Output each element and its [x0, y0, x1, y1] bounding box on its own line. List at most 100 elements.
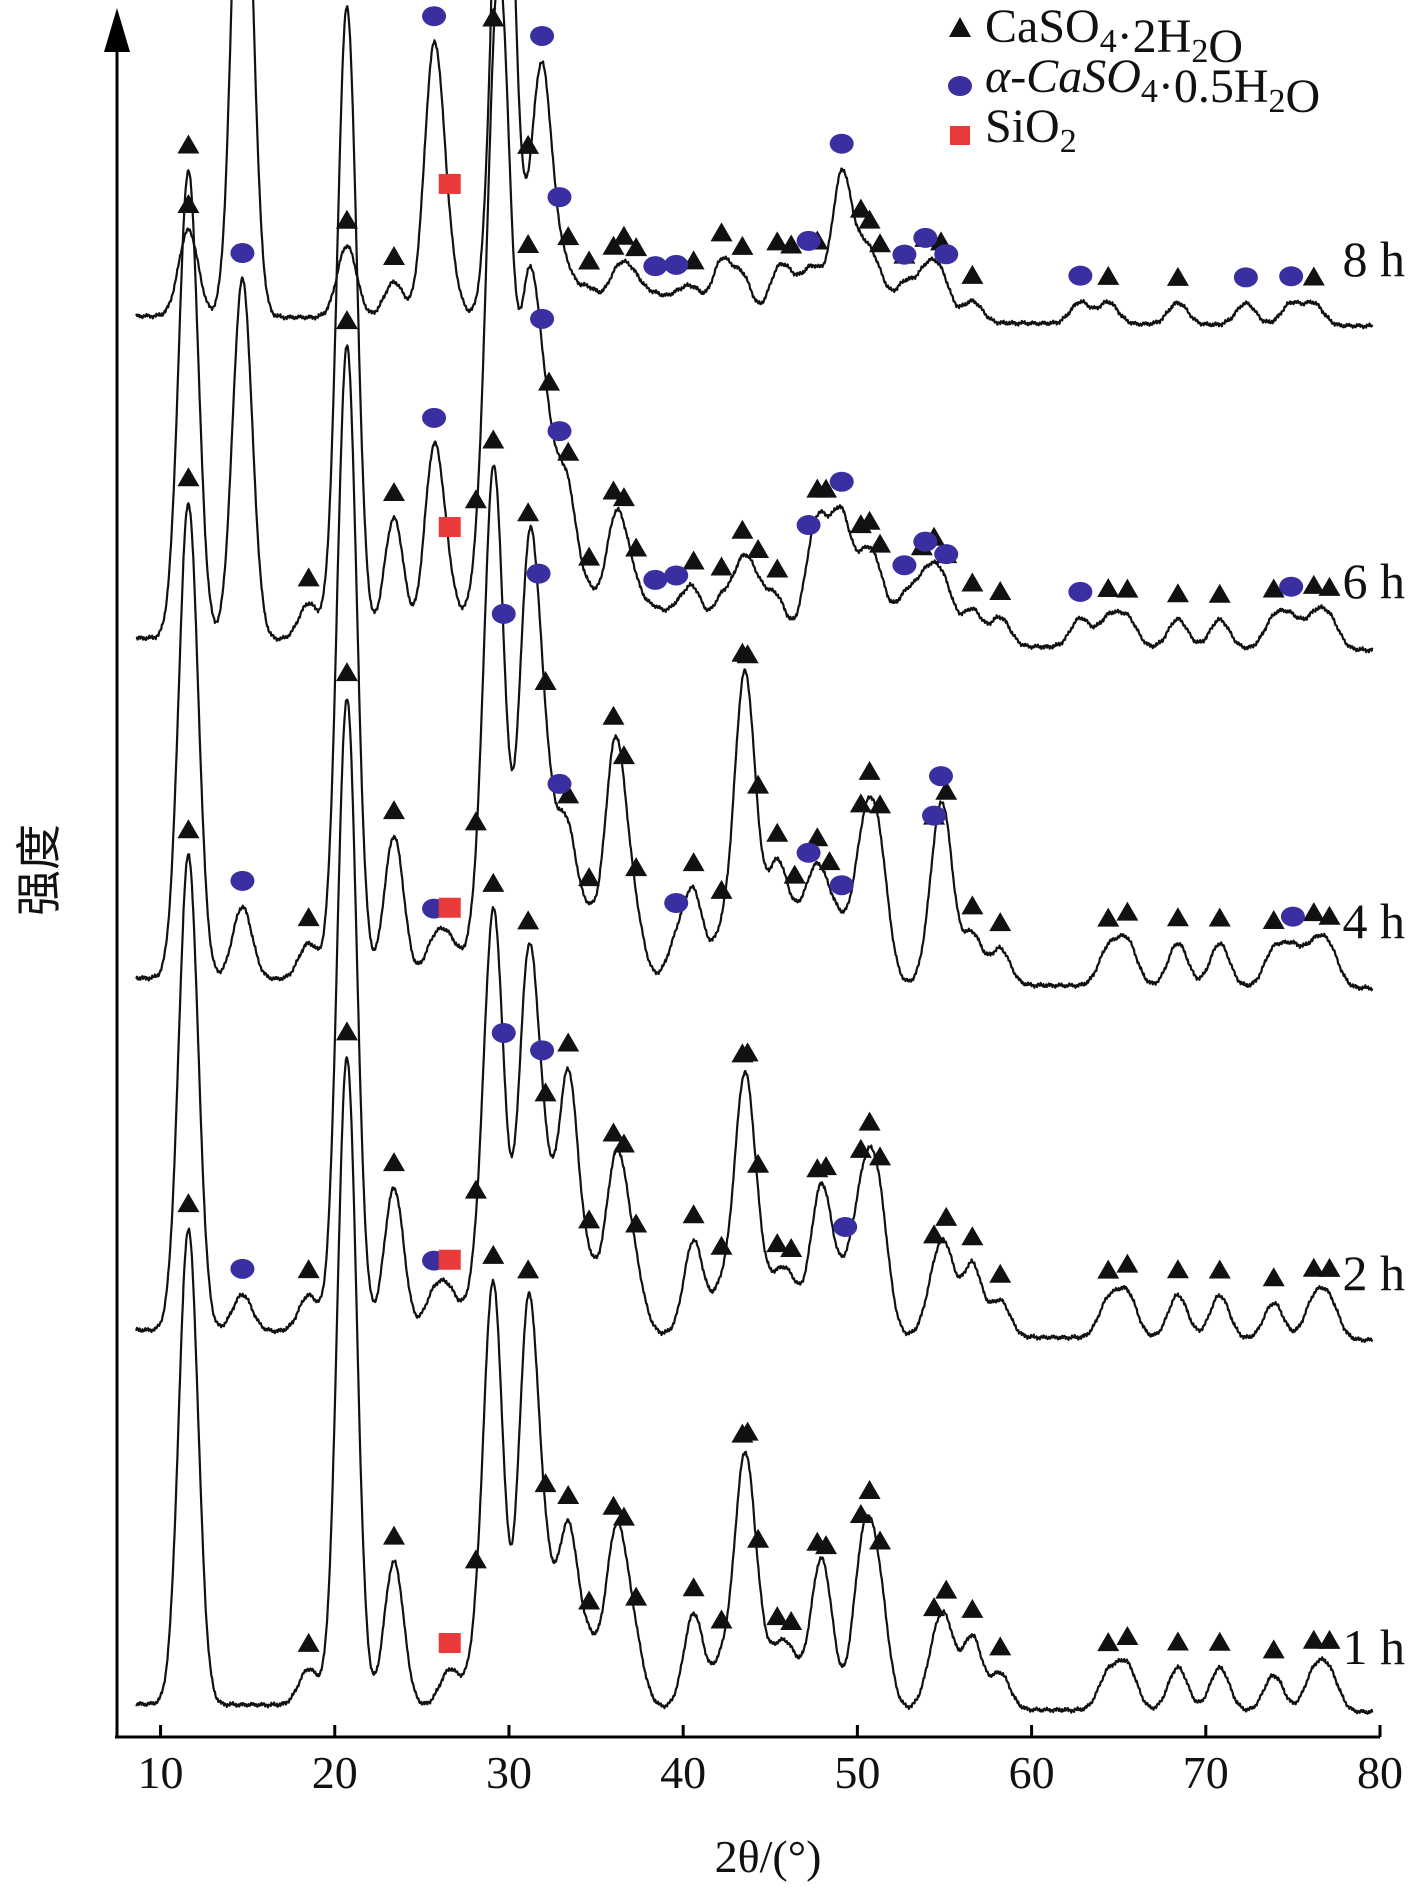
dihydrate-marker [538, 371, 561, 391]
legend-square-icon [950, 126, 970, 145]
dihydrate-marker [464, 811, 487, 831]
dihydrate-marker [1166, 266, 1189, 286]
dihydrate-marker [557, 1032, 580, 1052]
hemihydrate-marker [796, 230, 821, 251]
x-tick-label: 30 [486, 1747, 532, 1798]
dihydrate-marker [1097, 1632, 1120, 1652]
dihydrate-marker [1262, 1267, 1285, 1287]
dihydrate-marker [989, 1263, 1012, 1283]
hemihydrate-marker [1279, 576, 1304, 597]
hemihydrate-marker [1068, 581, 1093, 602]
dihydrate-marker [710, 1609, 733, 1629]
dihydrate-marker [806, 827, 829, 847]
dihydrate-marker [1166, 907, 1189, 927]
hemihydrate-marker [422, 407, 447, 428]
dihydrate-marker [1116, 1626, 1139, 1646]
dihydrate-marker [625, 537, 648, 557]
dihydrate-marker [815, 478, 838, 498]
dihydrate-marker [578, 250, 601, 270]
dihydrate-marker [177, 1193, 200, 1213]
dihydrate-marker [625, 237, 648, 257]
dihydrate-marker [382, 246, 405, 266]
dihydrate-marker [1097, 265, 1120, 285]
dihydrate-marker [1318, 1629, 1341, 1649]
dihydrate-marker [766, 1606, 789, 1626]
dihydrate-marker [1318, 905, 1341, 925]
dihydrate-marker [177, 134, 200, 154]
dihydrate-marker [710, 1235, 733, 1255]
hemihydrate-marker [913, 531, 938, 552]
hemihydrate-marker [664, 892, 689, 913]
series-label-6h: 6 h [1343, 553, 1406, 609]
dihydrate-marker [335, 209, 358, 229]
series-label-8h: 8 h [1343, 231, 1406, 287]
dihydrate-marker [736, 644, 759, 664]
dihydrate-marker [578, 546, 601, 566]
dihydrate-marker [335, 310, 358, 330]
dihydrate-marker [517, 134, 540, 154]
hemihydrate-marker [422, 6, 447, 27]
dihydrate-marker [780, 1238, 803, 1258]
dihydrate-marker [1208, 1631, 1231, 1651]
dihydrate-marker [710, 222, 733, 242]
dihydrate-marker [1302, 266, 1325, 286]
hemihydrate-marker [829, 471, 854, 492]
dihydrate-marker [382, 482, 405, 502]
dihydrate-marker [335, 1021, 358, 1041]
dihydrate-marker [612, 225, 635, 245]
dihydrate-marker [961, 1226, 984, 1246]
dihydrate-marker [297, 1259, 320, 1279]
dihydrate-marker [736, 1421, 759, 1441]
dihydrate-marker [1097, 578, 1120, 598]
dihydrate-marker [747, 1528, 770, 1548]
dihydrate-marker [869, 1146, 892, 1166]
dihydrate-marker [682, 1577, 705, 1597]
hemihydrate-marker [664, 565, 689, 586]
dihydrate-marker [578, 1209, 601, 1229]
dihydrate-marker [612, 487, 635, 507]
sio2-marker [438, 173, 461, 194]
dihydrate-marker [747, 774, 770, 794]
dihydrate-marker [464, 1549, 487, 1569]
dihydrate-marker [1262, 1639, 1285, 1659]
dihydrate-marker [682, 550, 705, 570]
dihydrate-marker [1262, 910, 1285, 930]
dihydrate-marker [177, 467, 200, 487]
dihydrate-marker [517, 233, 540, 253]
dihydrate-marker [517, 910, 540, 930]
hemihydrate-marker [1280, 906, 1305, 927]
hemihydrate-marker [1279, 266, 1304, 287]
x-tick-label: 80 [1357, 1747, 1403, 1798]
dihydrate-marker [961, 1598, 984, 1618]
dihydrate-marker [710, 556, 733, 576]
hemihydrate-marker [491, 1022, 516, 1043]
hemihydrate-marker [892, 244, 917, 265]
dihydrate-marker [815, 1535, 838, 1555]
dihydrate-marker [177, 819, 200, 839]
dihydrate-marker [557, 1485, 580, 1505]
series-label-2h: 2 h [1343, 1245, 1406, 1301]
hemihydrate-marker [796, 515, 821, 536]
dihydrate-marker [747, 1153, 770, 1173]
dihydrate-marker [1116, 578, 1139, 598]
dihydrate-marker [961, 572, 984, 592]
dihydrate-marker [625, 1213, 648, 1233]
dihydrate-marker [335, 662, 358, 682]
dihydrate-marker [731, 519, 754, 539]
hemihydrate-marker [829, 875, 854, 896]
dihydrate-marker [297, 1632, 320, 1652]
hemihydrate-marker [230, 243, 255, 264]
hemihydrate-marker [664, 254, 689, 275]
hemihydrate-marker [829, 133, 854, 154]
hemihydrate-marker [833, 1216, 858, 1237]
hemihydrate-marker [491, 603, 516, 624]
dihydrate-marker [625, 1586, 648, 1606]
dihydrate-marker [382, 800, 405, 820]
hemihydrate-marker [230, 870, 255, 891]
dihydrate-marker [682, 852, 705, 872]
series-label-1h: 1 h [1343, 1619, 1406, 1675]
dihydrate-marker [557, 226, 580, 246]
dihydrate-marker [783, 864, 806, 884]
dihydrate-marker [625, 857, 648, 877]
